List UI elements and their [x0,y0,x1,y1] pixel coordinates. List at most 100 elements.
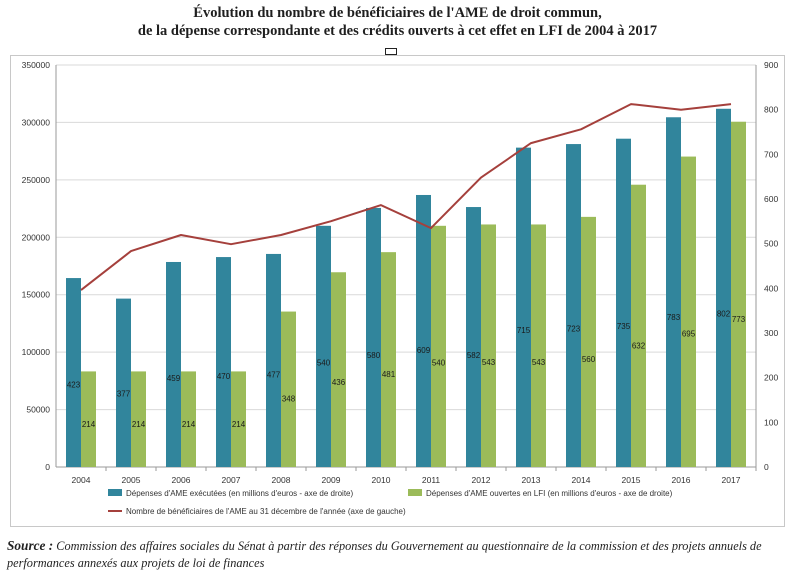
bar-lfi [481,224,496,467]
chart-title-line-2: de la dépense correspondante et des créd… [137,23,658,39]
bar-executed [516,147,531,467]
data-label: 609 [417,346,431,355]
data-label: 214 [82,420,96,429]
bar-lfi [181,371,196,467]
data-label: 783 [667,313,681,322]
bar-executed [216,257,231,467]
data-label: 348 [282,395,296,404]
data-label: 540 [432,359,446,368]
legend-label-executed: Dépenses d'AME exécutées (en millions d'… [126,489,354,498]
left-axis-tick-label: 50000 [26,405,50,415]
beneficiaries-line [80,103,732,291]
bar-executed [616,138,631,467]
x-axis-tick-label: 2004 [72,475,91,485]
x-axis-tick-label: 2012 [472,475,491,485]
bar-executed [166,261,181,467]
chart: 0 50000 100000 150000 200000 250000 300000 3500… [22,60,779,516]
right-axis-tick-label: 700 [764,149,778,159]
bar-executed [716,108,731,468]
data-label: 214 [232,420,246,429]
bar-lfi [731,121,746,467]
left-axis-tick-label: 300000 [22,117,51,127]
left-axis-tick-label: 100000 [22,347,51,357]
x-axis-tick-label: 2005 [122,475,141,485]
left-axis-tick-label: 150000 [22,290,51,300]
right-axis-tick-label: 0 [764,462,769,472]
bar-lfi [81,371,96,467]
x-axis-tick-label: 2016 [672,475,691,485]
bar-lfi [231,371,246,467]
left-axis-tick-label: 250000 [22,175,51,185]
data-label: 582 [467,351,481,360]
data-label: 632 [632,341,646,350]
bar-lfi [531,224,546,467]
data-label: 543 [482,358,496,367]
data-label: 214 [132,420,146,429]
bar-executed [266,253,281,467]
data-label: 802 [717,310,731,319]
chart-frame [10,55,785,527]
data-label: 477 [267,371,281,380]
data-label: 580 [367,351,381,360]
right-axis-tick-label: 800 [764,105,778,115]
source-label: Source : [7,538,54,553]
right-axis-tick-label: 900 [764,60,778,70]
x-axis-tick-label: 2007 [222,475,241,485]
bar-executed [116,298,131,467]
data-label: 735 [617,322,631,331]
x-axis-tick-label: 2015 [622,475,641,485]
bar-lfi [331,272,346,467]
data-label: 377 [117,389,131,398]
right-axis-tick-label: 200 [764,373,778,383]
bar-executed [366,207,381,467]
bar-executed [316,225,331,467]
right-axis-tick-label: 600 [764,194,778,204]
source-text: Commission des affaires sociales du Séna… [7,539,762,570]
bar-lfi [681,156,696,468]
data-label: 715 [517,326,531,335]
data-label: 436 [332,378,346,387]
source-note: Source : Commission des affaires sociale… [7,537,792,572]
right-axis-tick-label: 300 [764,328,778,338]
chart-title-line-1: Évolution du nombre de bénéficiaires de … [193,5,602,21]
left-axis-tick-label: 200000 [22,232,51,242]
data-label: 773 [732,315,746,324]
data-label: 695 [682,330,696,339]
data-label: 459 [167,374,181,383]
right-axis-tick-label: 500 [764,239,778,249]
bar-lfi [431,225,446,467]
x-axis-tick-label: 2014 [572,475,591,485]
x-axis-tick-label: 2006 [172,475,191,485]
legend-swatch-executed [108,489,122,496]
data-label: 540 [317,359,331,368]
bar-executed [416,194,431,468]
bar-lfi [381,252,396,467]
bar-lfi [581,216,596,467]
bar-executed [666,117,681,467]
data-label: 543 [532,358,546,367]
right-axis-tick-label: 100 [764,417,778,427]
bar-executed [466,207,481,468]
legend-swatch-lfi [408,489,422,496]
data-label: 470 [217,372,231,381]
bar-lfi [281,311,296,467]
bar-lfi [131,371,146,467]
left-axis-tick-label: 0 [45,462,50,472]
x-axis-tick-label: 2010 [372,475,391,485]
legend-label-lfi: Dépenses d'AME ouvertes en LFI (en milli… [426,489,673,498]
data-label: 560 [582,355,596,364]
data-label: 214 [182,420,196,429]
left-axis-tick-label: 350000 [22,60,51,70]
bar-executed [566,144,581,467]
right-axis-tick-label: 400 [764,283,778,293]
data-label: 423 [67,381,81,390]
bar-lfi [631,184,646,467]
x-axis-tick-label: 2013 [522,475,541,485]
x-axis-tick-label: 2008 [272,475,291,485]
resize-handle[interactable] [385,48,397,55]
x-axis-tick-label: 2017 [722,475,741,485]
x-axis-tick-label: 2011 [422,475,441,485]
bar-executed [66,278,81,467]
data-label: 723 [567,324,581,333]
x-axis-tick-label: 2009 [322,475,341,485]
